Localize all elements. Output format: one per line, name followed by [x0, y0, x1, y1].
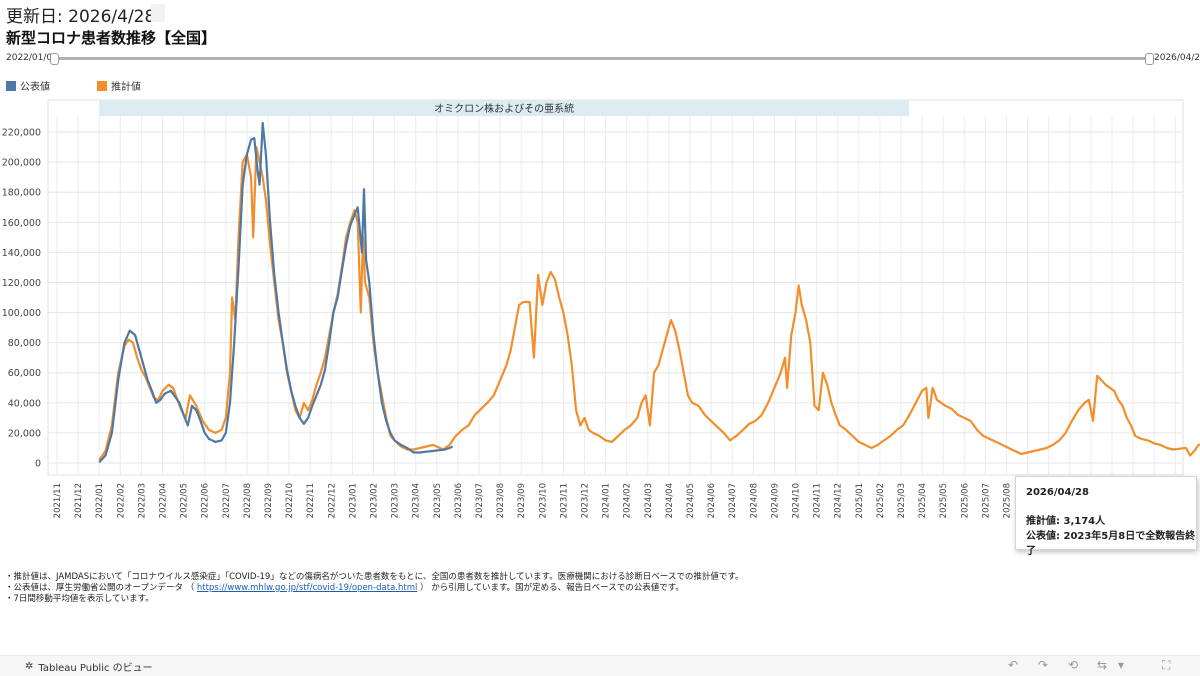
x-tick-label: 2024/11	[813, 483, 823, 518]
slider-end-label: 2026/04/28	[1154, 53, 1200, 63]
x-tick-label: 2022/01	[95, 483, 105, 518]
x-tick-label: 2024/08	[749, 483, 759, 518]
revert-icon[interactable]: ⟲	[1068, 658, 1079, 672]
tableau-brand-label: Tableau Public のビュー	[38, 663, 153, 674]
x-tick-label: 2025/05	[939, 483, 949, 518]
y-tick-label: 80,000	[8, 338, 41, 349]
x-tick-label: 2025/07	[981, 483, 991, 518]
y-tick-label: 120,000	[2, 278, 41, 289]
y-tick-label: 60,000	[8, 368, 41, 379]
note-line-2: ・公表値は、厚生労働省公開のオープンデータ （ https://www.mhlw…	[5, 583, 744, 594]
tooltip-official: 公表値: 2023年5月8日で全数報告終了	[1026, 531, 1196, 557]
y-tick-label: 160,000	[2, 218, 41, 229]
legend-swatch-estimate	[97, 80, 107, 91]
x-tick-label: 2022/05	[180, 483, 190, 518]
legend-swatch-official	[6, 80, 16, 91]
update-box	[151, 4, 165, 22]
y-tick-label: 180,000	[2, 188, 41, 199]
x-tick-label: 2023/01	[348, 483, 358, 518]
line-chart[interactable]: オミクロン株およびその亜系統 2021/11 2021/12 2022/01 2022/…	[0, 95, 1200, 565]
x-tick-label: 2022/04	[159, 483, 169, 518]
plot-area	[47, 99, 1184, 476]
notes: ・推計値は、JAMDASにおいて「コロナウイルス感染症」「COVID-19」など…	[5, 572, 744, 605]
x-tick-label: 2024/06	[707, 483, 717, 518]
y-tick-label: 40,000	[8, 398, 41, 409]
y-tick-label: 220,000	[2, 128, 41, 139]
open-data-link[interactable]: https://www.mhlw.go.jp/stf/covid-19/open…	[196, 583, 418, 593]
y-tick-label: 140,000	[2, 248, 41, 259]
slider-start-label: 2022/01/01	[6, 53, 58, 63]
x-tick-label: 2022/08	[243, 483, 253, 518]
update-date: 更新日: 2026/4/28	[6, 7, 156, 27]
x-tick-label: 2023/08	[496, 483, 506, 518]
slider-start-handle[interactable]	[50, 53, 59, 65]
tableau-brand[interactable]: ✲ Tableau Public のビュー	[25, 659, 153, 674]
date-range-slider[interactable]	[53, 57, 1149, 60]
x-tick-label: 2024/10	[792, 483, 802, 518]
note-line-3: ・7日間移動平均値を表示しています。	[5, 594, 154, 604]
x-tick-label: 2025/02	[876, 483, 886, 518]
x-tick-label: 2024/09	[770, 483, 780, 518]
y-tick-label: 0	[35, 459, 41, 470]
x-tick-label: 2023/03	[391, 483, 401, 518]
x-tick-label: 2023/10	[538, 483, 548, 518]
x-tick-label: 2024/05	[686, 483, 696, 518]
note-line-2-pre: ・公表値は、厚生労働省公開のオープンデータ （	[5, 583, 195, 593]
tableau-logo-icon: ✲	[25, 661, 34, 672]
chevron-down-icon[interactable]: ▾	[1118, 658, 1125, 672]
legend-item-official[interactable]: 公表値	[6, 78, 50, 93]
tooltip-estimate: 推計値: 3,174人	[1026, 516, 1106, 527]
x-tick-label: 2022/07	[222, 483, 232, 518]
note-line-1: ・推計値は、JAMDASにおいて「コロナウイルス感染症」「COVID-19」など…	[5, 572, 744, 582]
x-tick-label: 2025/01	[855, 483, 865, 518]
x-tick-label: 2025/03	[897, 483, 907, 518]
x-tick-label: 2021/11	[53, 483, 63, 518]
x-tick-label: 2023/07	[475, 483, 485, 518]
x-tick-label: 2024/07	[728, 483, 738, 518]
series-line-estimate	[98, 146, 1200, 461]
x-tick-label: 2025/04	[918, 483, 928, 518]
legend-item-estimate[interactable]: 推計値	[97, 78, 141, 93]
page-title: 新型コロナ患者数推移【全国】	[6, 29, 217, 47]
y-tick-label: 20,000	[8, 428, 41, 439]
legend-label-estimate: 推計値	[111, 82, 141, 93]
x-tick-label: 2022/12	[327, 483, 337, 518]
undo-icon[interactable]: ↶	[1008, 658, 1019, 672]
x-tick-label: 2023/12	[581, 483, 591, 518]
x-tick-label: 2023/06	[454, 483, 464, 518]
x-tick-label: 2023/09	[517, 483, 527, 518]
slider-end-handle[interactable]	[1145, 53, 1154, 65]
tooltip-date: 2026/04/28	[1026, 487, 1089, 498]
share-icon[interactable]: ⇆	[1097, 658, 1108, 672]
annotation-label: オミクロン株およびその亜系統	[434, 102, 574, 115]
x-tick-label: 2024/04	[665, 483, 675, 518]
x-tick-label: 2024/03	[644, 483, 654, 518]
annotation-band	[99, 100, 909, 116]
redo-icon[interactable]: ↷	[1038, 658, 1049, 672]
x-tick-label: 2022/11	[306, 483, 316, 518]
x-tick-label: 2023/04	[412, 483, 422, 518]
y-tick-label: 200,000	[2, 158, 41, 169]
series-line-official	[98, 121, 454, 463]
x-tick-label: 2025/08	[1003, 483, 1013, 518]
y-tick-label: 100,000	[2, 308, 41, 319]
x-tick-label: 2022/10	[285, 483, 295, 518]
footer-toolbar: ✲ Tableau Public のビュー ↶ ↷ ⟲ ⇆ ▾ ⛶	[0, 655, 1200, 676]
legend-label-official: 公表値	[20, 82, 50, 93]
x-tick-label: 2023/02	[370, 483, 380, 518]
fullscreen-icon[interactable]: ⛶	[1162, 658, 1171, 672]
x-tick-label: 2022/02	[116, 483, 126, 518]
x-tick-label: 2025/06	[960, 483, 970, 518]
x-tick-label: 2024/12	[834, 483, 844, 518]
x-tick-label: 2023/05	[433, 483, 443, 518]
note-line-2-post: ） から引用しています。国が定める、報告日ベースでの公表値です。	[420, 583, 684, 593]
x-tick-label: 2024/01	[602, 483, 612, 518]
x-tick-label: 2021/12	[74, 483, 84, 518]
x-tick-label: 2022/06	[201, 483, 211, 518]
x-tick-label: 2024/02	[623, 483, 633, 518]
x-tick-label: 2023/11	[559, 483, 569, 518]
x-tick-label: 2022/09	[264, 483, 274, 518]
x-tick-label: 2022/03	[137, 483, 147, 518]
tooltip: 2026/04/28 推計値: 3,174人 公表値: 2023年5月8日で全数…	[1015, 476, 1197, 557]
